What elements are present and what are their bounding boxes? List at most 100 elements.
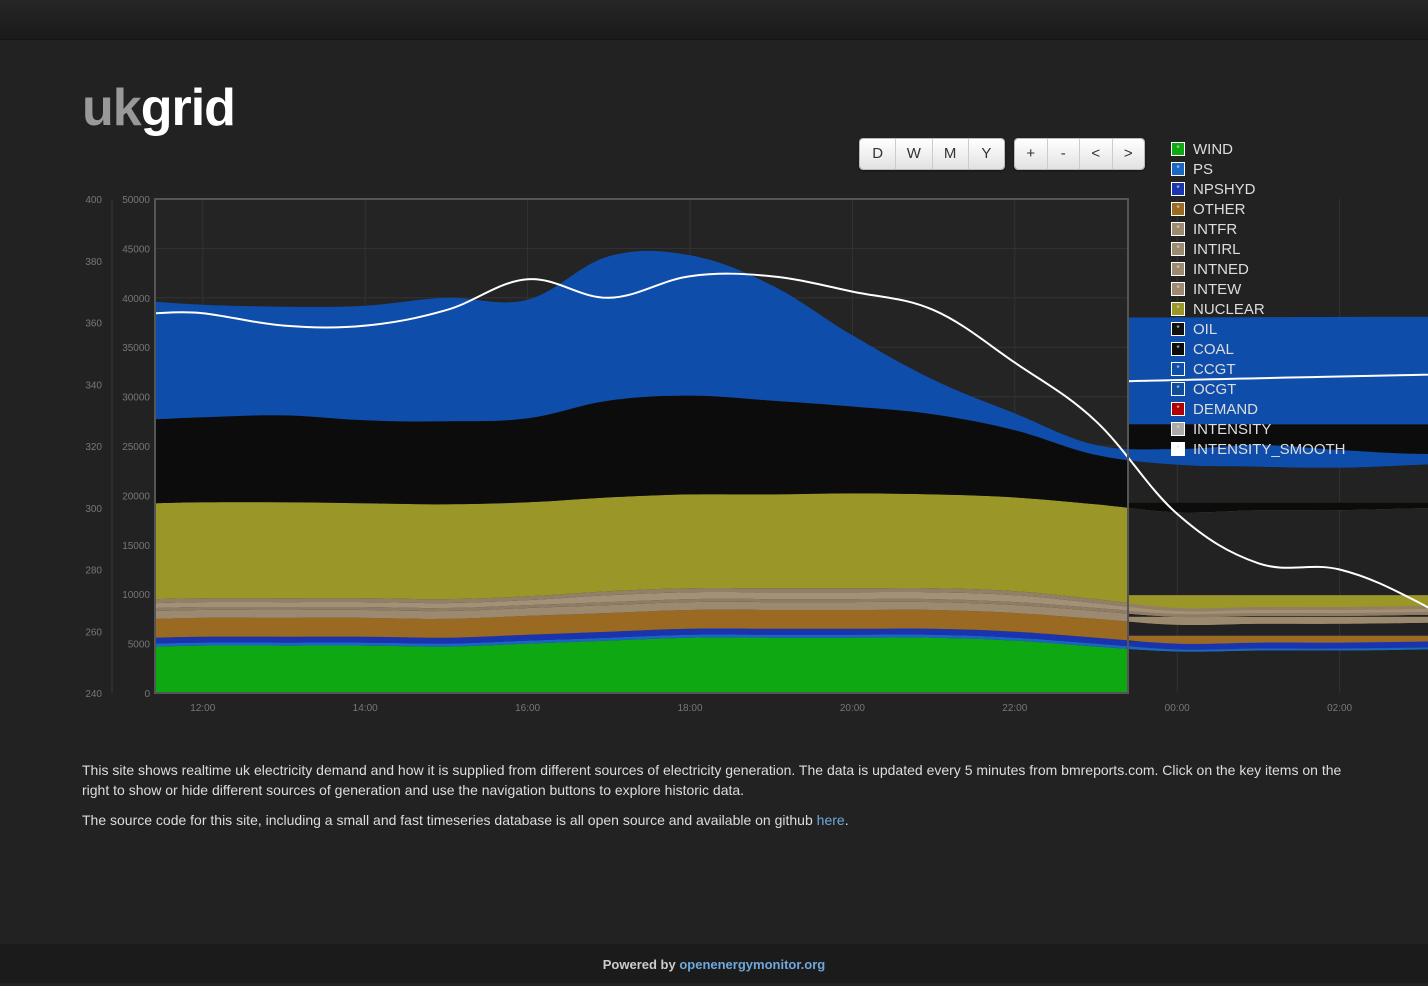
- day-button[interactable]: D: [860, 139, 897, 169]
- area-coal: [155, 395, 1428, 513]
- legend-label: DEMAND: [1193, 400, 1259, 418]
- site-logo: ukgrid: [82, 78, 236, 138]
- legend-swatch: *: [1171, 342, 1185, 356]
- x-tick-label: 14:00: [353, 703, 378, 714]
- footer-text: Powered by: [602, 957, 680, 972]
- legend-label: PS: [1193, 160, 1214, 178]
- source-text-end: .: [844, 812, 849, 828]
- legend-label: INTNED: [1193, 260, 1249, 278]
- year-button[interactable]: Y: [968, 139, 1004, 169]
- legend-swatch: *: [1171, 442, 1185, 456]
- legend-label: INTEW: [1193, 280, 1242, 298]
- y-tick-label-right: 300: [85, 504, 102, 515]
- legend-item-intirl[interactable]: * INTIRL: [1171, 239, 1346, 259]
- legend-item-ps[interactable]: * PS: [1171, 159, 1346, 179]
- legend-item-ocgt[interactable]: * OCGT: [1171, 379, 1346, 399]
- legend-swatch: *: [1171, 382, 1185, 396]
- legend-label: CCGT: [1193, 360, 1236, 378]
- legend-label: INTENSITY: [1193, 420, 1272, 438]
- source-text: The source code for this site, including…: [82, 812, 817, 828]
- legend-swatch: *: [1171, 142, 1185, 156]
- legend-label: COAL: [1193, 340, 1234, 358]
- legend-label: NPSHYD: [1193, 180, 1256, 198]
- openenergymonitor-link[interactable]: openenergymonitor.org: [679, 957, 826, 972]
- description: This site shows realtime uk electricity …: [82, 760, 1352, 840]
- x-tick-label: 00:00: [1165, 703, 1190, 714]
- legend-item-ccgt[interactable]: * CCGT: [1171, 359, 1346, 379]
- y-tick-label-left: 0: [144, 689, 150, 700]
- legend-swatch: *: [1171, 162, 1185, 176]
- x-tick-label: 20:00: [840, 703, 865, 714]
- legend-swatch: *: [1171, 262, 1185, 276]
- legend-label: OCGT: [1193, 380, 1237, 398]
- legend-label: OIL: [1193, 320, 1218, 338]
- y-tick-label-left: 30000: [122, 393, 150, 404]
- description-paragraph: This site shows realtime uk electricity …: [82, 762, 1342, 798]
- legend-label: INTENSITY_SMOOTH: [1193, 440, 1346, 458]
- legend-item-coal[interactable]: * COAL: [1171, 339, 1346, 359]
- y-tick-label-left: 5000: [128, 640, 151, 651]
- legend-swatch: *: [1171, 402, 1185, 416]
- area-wind: [155, 637, 1428, 694]
- y-tick-label-left: 20000: [122, 491, 150, 502]
- week-button[interactable]: W: [896, 139, 933, 169]
- navigation-button-group: + - < >: [1014, 138, 1145, 170]
- legend-swatch: *: [1171, 282, 1185, 296]
- github-link[interactable]: here: [816, 812, 845, 828]
- x-tick-label: 02:00: [1327, 703, 1352, 714]
- pan-left-button[interactable]: <: [1080, 139, 1113, 169]
- y-tick-label-right: 320: [85, 442, 102, 453]
- legend-swatch: *: [1171, 222, 1185, 236]
- legend-swatch: *: [1171, 302, 1185, 316]
- legend-item-oil[interactable]: * OIL: [1171, 319, 1346, 339]
- legend-label: INTIRL: [1193, 240, 1241, 258]
- chart-legend: * WIND * PS * NPSHYD * OTHER * INTFR * INTIRL * INTNE…: [1171, 139, 1346, 459]
- y-tick-label-left: 45000: [122, 244, 150, 255]
- y-tick-label-right: 280: [85, 566, 102, 577]
- legend-swatch: *: [1171, 422, 1185, 436]
- legend-label: NUCLEAR: [1193, 300, 1265, 318]
- legend-item-intensity-smooth[interactable]: * INTENSITY_SMOOTH: [1171, 439, 1346, 459]
- y-tick-label-right: 340: [85, 380, 102, 391]
- area-npshyd: [155, 628, 1428, 650]
- area-ccgt: [155, 250, 1428, 468]
- legend-swatch: *: [1171, 242, 1185, 256]
- legend-item-wind[interactable]: * WIND: [1171, 139, 1346, 159]
- plot-frame: [154, 198, 1129, 694]
- legend-item-other[interactable]: * OTHER: [1171, 199, 1346, 219]
- legend-item-intned[interactable]: * INTNED: [1171, 259, 1346, 279]
- x-tick-label: 12:00: [190, 703, 215, 714]
- y-tick-label-right: 380: [85, 257, 102, 268]
- legend-label: OTHER: [1193, 200, 1246, 218]
- area-intned: [155, 591, 1428, 615]
- legend-swatch: *: [1171, 182, 1185, 196]
- y-tick-label-right: 360: [85, 319, 102, 330]
- y-tick-label-left: 10000: [122, 590, 150, 601]
- month-button[interactable]: M: [932, 139, 969, 169]
- area-ps: [155, 634, 1428, 652]
- area-intfr: [155, 601, 1428, 626]
- intensity-smooth-line: [154, 272, 1428, 609]
- legend-item-nuclear[interactable]: * NUCLEAR: [1171, 299, 1346, 319]
- legend-item-intfr[interactable]: * INTFR: [1171, 219, 1346, 239]
- legend-item-demand[interactable]: * DEMAND: [1171, 399, 1346, 419]
- area-nuclear: [155, 493, 1428, 609]
- y-tick-label-left: 35000: [122, 343, 150, 354]
- y-tick-label-right: 400: [85, 195, 102, 206]
- y-tick-label-right: 240: [85, 689, 102, 700]
- logo-prefix: uk: [82, 79, 142, 137]
- pan-right-button[interactable]: >: [1112, 139, 1144, 169]
- zoom-out-button[interactable]: -: [1047, 139, 1080, 169]
- legend-item-intensity[interactable]: * INTENSITY: [1171, 419, 1346, 439]
- logo-suffix: grid: [140, 79, 236, 137]
- source-paragraph: The source code for this site, including…: [82, 810, 1352, 830]
- legend-item-intew[interactable]: * INTEW: [1171, 279, 1346, 299]
- legend-item-npshyd[interactable]: * NPSHYD: [1171, 179, 1346, 199]
- legend-label: WIND: [1193, 140, 1233, 158]
- y-tick-label-right: 260: [85, 627, 102, 638]
- x-tick-label: 22:00: [1002, 703, 1027, 714]
- area-other: [155, 609, 1428, 644]
- zoom-in-button[interactable]: +: [1015, 139, 1048, 169]
- y-tick-label-left: 15000: [122, 541, 150, 552]
